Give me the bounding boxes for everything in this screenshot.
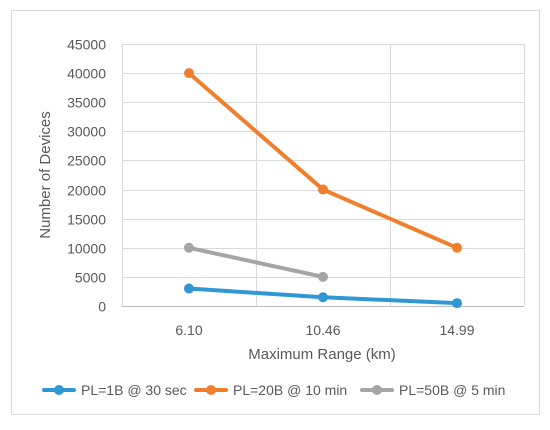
y-tick-label: 20000	[67, 183, 106, 199]
data-point	[318, 292, 328, 303]
legend-swatch-marker	[372, 385, 382, 395]
y-tick-label: 45000	[67, 37, 106, 53]
chart-frame	[11, 10, 540, 415]
data-point	[318, 184, 328, 195]
legend: PL=1B @ 30 sec PL=20B @ 10 min PL=50B @ 5 …	[42, 382, 505, 398]
y-tick-label: 5000	[75, 270, 106, 286]
tick-labels: 0 5000 10000 15000 20000 25000 30000 35000 40000…	[67, 37, 475, 339]
y-tick-label: 10000	[67, 241, 106, 257]
series-1	[184, 283, 462, 309]
legend-entry: PL=50B @ 5 min	[360, 382, 505, 398]
x-tick-label: 6.10	[175, 322, 202, 338]
data-point	[452, 242, 462, 253]
x-tick-label: 10.46	[305, 322, 340, 338]
series-line	[187, 245, 325, 279]
legend-entry: PL=1B @ 30 sec	[42, 382, 187, 398]
series-2	[184, 68, 462, 253]
data-point	[184, 283, 194, 294]
legend-swatch-marker	[206, 385, 216, 395]
x-tick-label: 14.99	[439, 322, 474, 338]
legend-swatch-marker	[54, 385, 64, 395]
data-point	[184, 242, 194, 253]
y-tick-label: 15000	[67, 212, 106, 228]
y-axis-title: Number of Devices	[37, 111, 54, 239]
legend-entry: PL=20B @ 10 min	[194, 382, 347, 398]
y-tick-label: 35000	[67, 95, 106, 111]
series-lines	[184, 68, 462, 309]
y-tick-label: 0	[98, 299, 106, 315]
series-3	[184, 242, 328, 282]
data-point	[184, 68, 194, 79]
legend-label: PL=20B @ 10 min	[233, 382, 347, 398]
y-tick-label: 30000	[67, 124, 106, 140]
y-tick-label: 40000	[67, 66, 106, 82]
x-axis-title: Maximum Range (km)	[248, 346, 396, 363]
y-tick-label: 25000	[67, 153, 106, 169]
data-point	[318, 271, 328, 282]
legend-label: PL=50B @ 5 min	[399, 382, 505, 398]
data-point	[452, 298, 462, 309]
legend-label: PL=1B @ 30 sec	[81, 382, 187, 398]
